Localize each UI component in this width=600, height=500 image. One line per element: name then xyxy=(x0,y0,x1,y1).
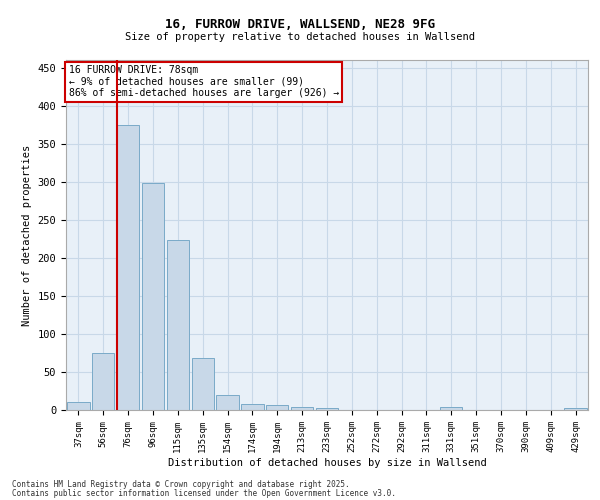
Bar xyxy=(217,395,239,410)
Text: Size of property relative to detached houses in Wallsend: Size of property relative to detached ho… xyxy=(125,32,475,42)
Bar xyxy=(266,406,289,410)
Bar xyxy=(440,407,463,410)
Bar xyxy=(565,408,587,410)
Text: Contains public sector information licensed under the Open Government Licence v3: Contains public sector information licen… xyxy=(12,488,396,498)
Bar xyxy=(191,358,214,410)
Y-axis label: Number of detached properties: Number of detached properties xyxy=(22,144,32,326)
Bar xyxy=(117,124,139,410)
Bar xyxy=(67,402,89,410)
Bar xyxy=(241,404,263,410)
Text: 16, FURROW DRIVE, WALLSEND, NE28 9FG: 16, FURROW DRIVE, WALLSEND, NE28 9FG xyxy=(165,18,435,30)
Text: 16 FURROW DRIVE: 78sqm
← 9% of detached houses are smaller (99)
86% of semi-deta: 16 FURROW DRIVE: 78sqm ← 9% of detached … xyxy=(68,66,339,98)
Bar xyxy=(291,407,313,410)
Bar xyxy=(92,353,115,410)
Bar xyxy=(142,184,164,410)
Bar xyxy=(167,240,189,410)
Text: Contains HM Land Registry data © Crown copyright and database right 2025.: Contains HM Land Registry data © Crown c… xyxy=(12,480,350,489)
X-axis label: Distribution of detached houses by size in Wallsend: Distribution of detached houses by size … xyxy=(167,458,487,468)
Bar xyxy=(316,408,338,410)
